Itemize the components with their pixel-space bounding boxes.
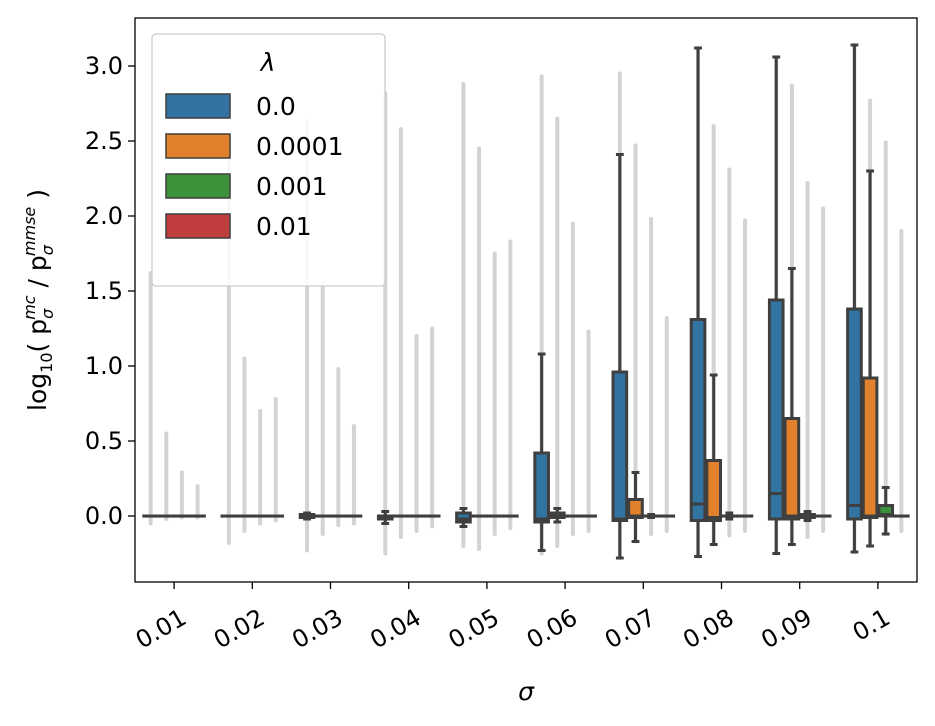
x-axis-label: σ	[518, 677, 535, 706]
x-tick-label: 0.02	[209, 603, 269, 654]
x-tick-label: 0.01	[131, 603, 191, 654]
box	[767, 298, 785, 521]
y-axis-ticks: 0.0 0.5 1.0 1.5 2.0 2.5 3.0	[85, 52, 135, 530]
legend-swatch	[165, 93, 231, 119]
y-tick-label: 2.5	[85, 127, 123, 155]
x-tick-label: 0.03	[287, 603, 347, 654]
legend-label: 0.0	[256, 92, 296, 121]
box	[705, 459, 722, 522]
box	[861, 376, 879, 519]
legend-swatch	[165, 213, 231, 239]
x-tick-label: 0.07	[600, 603, 660, 654]
legend-swatch	[165, 173, 231, 199]
outlier-points	[148, 43, 904, 560]
y-tick-label: 1.0	[85, 352, 123, 380]
legend: λ 0.0 0.0001 0.001 0.01	[151, 33, 386, 287]
box	[533, 451, 550, 524]
y-axis-label: log10( pσmc / pσmmse )	[20, 189, 57, 411]
legend-label: 0.01	[256, 212, 312, 241]
x-axis-ticks: 0.01 0.02 0.03 0.04 0.05 0.06 0.07 0.08 0.09 0.1	[131, 582, 895, 654]
x-tick-label: 0.05	[444, 603, 504, 654]
box	[611, 370, 629, 522]
y-tick-label: 0.0	[85, 502, 123, 530]
legend-title: λ	[259, 48, 276, 77]
y-tick-label: 1.5	[85, 277, 123, 305]
x-tick-label: 0.1	[848, 603, 895, 646]
axes-frame	[134, 17, 918, 583]
svg-text:log10( pσmc / pσmmse ): log10( pσmc / pσmmse )	[20, 189, 57, 411]
y-tick-label: 3.0	[85, 52, 123, 80]
box	[783, 417, 801, 521]
x-tick-label: 0.08	[678, 603, 738, 654]
box	[846, 307, 863, 521]
box	[689, 318, 707, 522]
legend-swatch	[165, 133, 231, 159]
legend-label: 0.001	[256, 172, 328, 201]
y-tick-label: 2.0	[85, 202, 123, 230]
y-tick-label: 0.5	[85, 427, 123, 455]
x-tick-label: 0.09	[756, 603, 816, 654]
box-elements	[142, 43, 910, 560]
x-tick-label: 0.06	[522, 603, 582, 654]
x-tick-label: 0.04	[365, 603, 425, 654]
legend-label: 0.0001	[256, 132, 343, 161]
